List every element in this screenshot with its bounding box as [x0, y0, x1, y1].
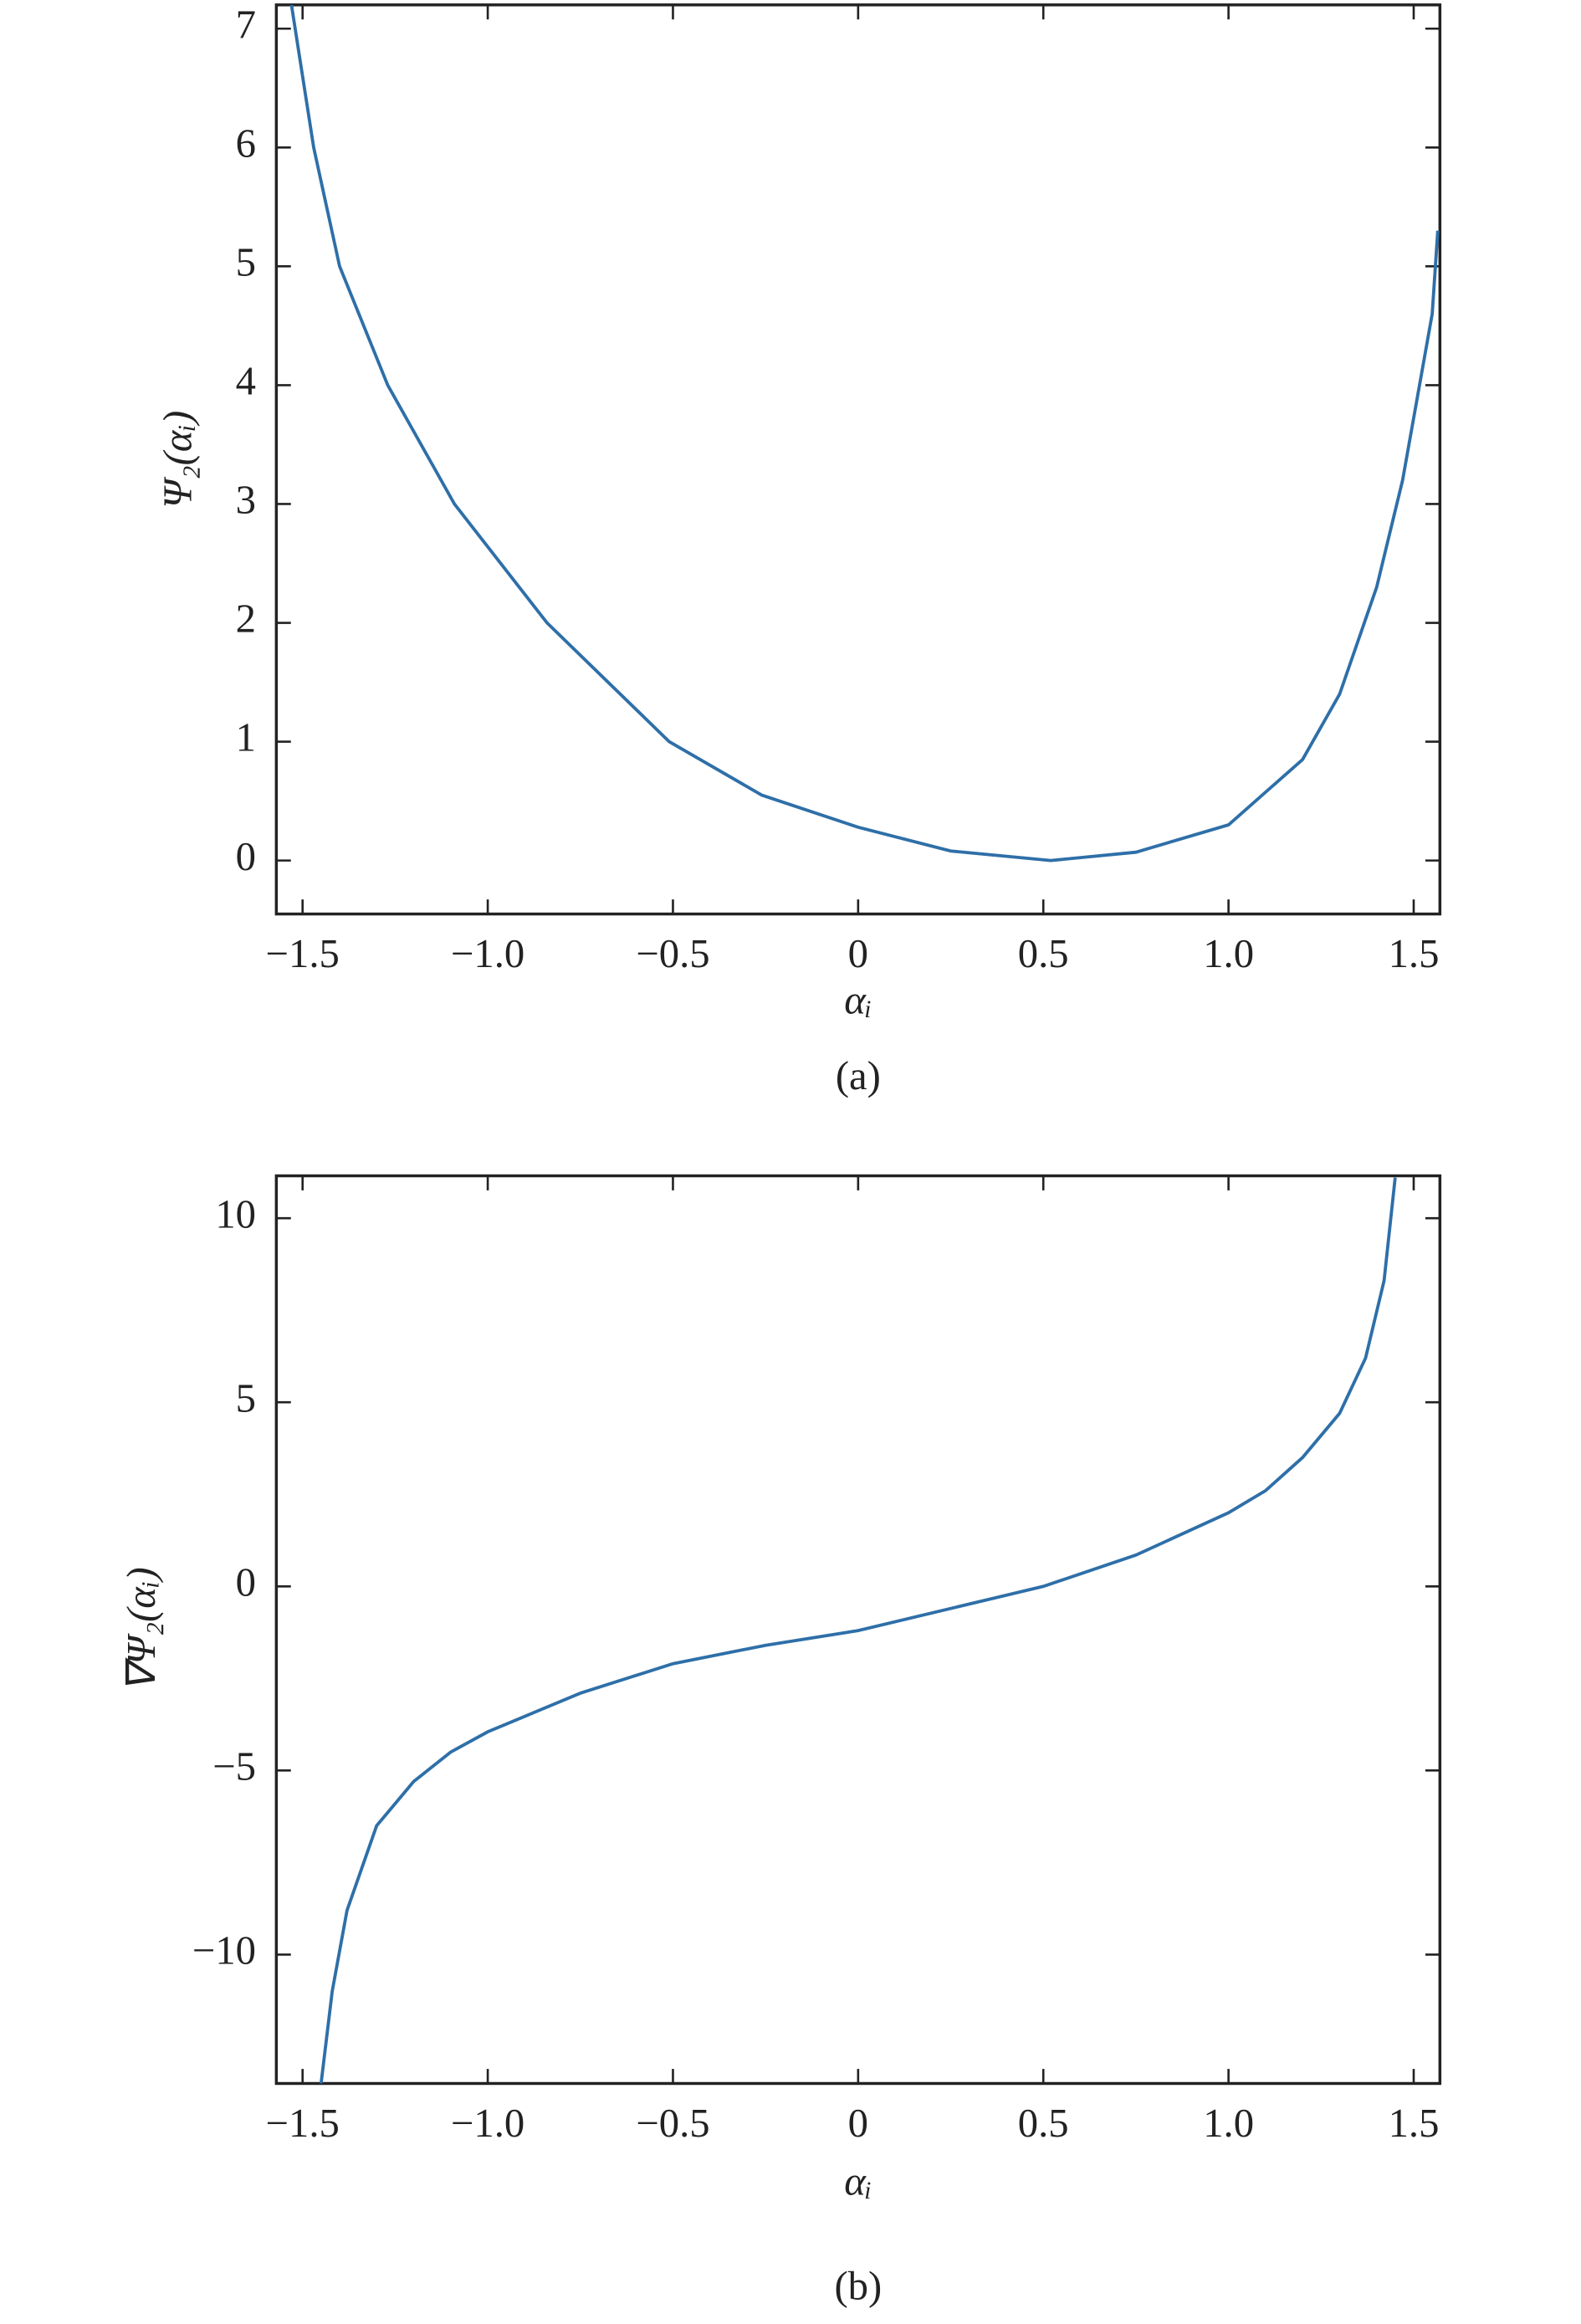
x-tick-label: 0.5	[1018, 2101, 1069, 2146]
x-tick-label: 0.5	[1018, 931, 1069, 976]
y-tick-label: 5	[236, 240, 256, 285]
x-tick-label: −1.5	[266, 2101, 340, 2146]
x-tick-label: 1.0	[1203, 931, 1254, 976]
data-line	[289, 4, 1440, 863]
y-tick-label: 6	[236, 120, 256, 166]
y-tick-label: 0	[236, 1559, 256, 1605]
x-tick-label: −1.0	[451, 2101, 524, 2146]
x-tick-label: −0.5	[636, 2101, 709, 2146]
y-tick-label: 5	[236, 1375, 256, 1421]
data-line	[319, 1177, 1397, 2084]
y-tick-label: −10	[192, 1928, 256, 1973]
x-tick-label: 1.5	[1389, 2101, 1440, 2146]
y-tick-label: 7	[236, 2, 256, 47]
x-tick-label: 0	[848, 931, 868, 976]
y-tick-label: 1	[236, 715, 256, 760]
caption: (a)	[836, 1053, 881, 1098]
y-tick-label: 10	[215, 1191, 256, 1236]
y-tick-label: 2	[236, 596, 256, 642]
x-tick-label: −1.0	[451, 931, 524, 976]
y-tick-label: 3	[236, 478, 256, 523]
x-tick-label: 1.0	[1203, 2101, 1254, 2146]
y-tick-label: 0	[236, 834, 256, 879]
plot-frame	[274, 3, 1442, 916]
caption: (b)	[834, 2264, 882, 2309]
plot-frame	[274, 1174, 1442, 2086]
y-axis-label: ∇Ψ₂(αᵢ)	[119, 1567, 164, 1692]
x-tick-label: −1.5	[266, 931, 340, 976]
x-tick-label: 1.5	[1389, 931, 1440, 976]
x-axis-label: αᵢ	[844, 978, 872, 1023]
y-tick-label: 4	[236, 359, 256, 404]
x-tick-label: −0.5	[636, 931, 709, 976]
x-tick-label: 0	[848, 2101, 868, 2146]
x-axis-label: αᵢ	[844, 2158, 872, 2204]
y-tick-label: −5	[212, 1744, 256, 1789]
y-axis-label: Ψ₂(αᵢ)	[156, 411, 201, 509]
